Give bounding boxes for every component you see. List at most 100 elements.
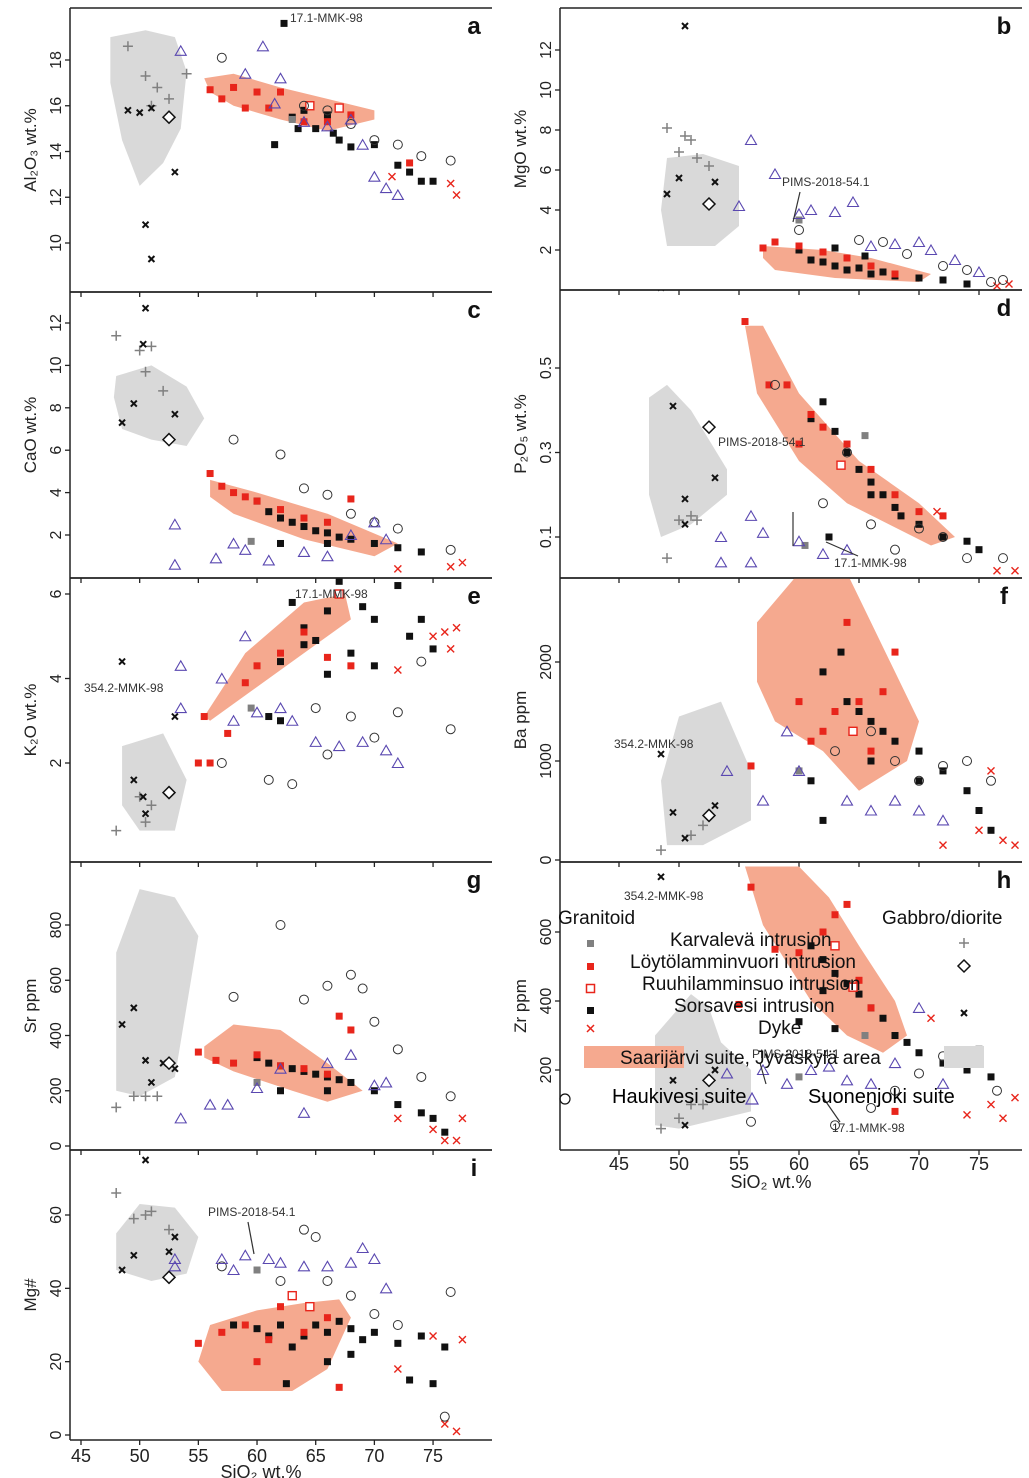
point-g-haukivesi-suite-9 [445, 1091, 456, 1102]
point-g-haukivesi-suite-7 [392, 1044, 403, 1055]
point-f-l-yt-lamminvuori-intrusion-2 [807, 737, 815, 745]
point-e-sorsavesi-intrusion-2 [300, 624, 308, 632]
point-i-sorsavesi-intrusion-14 [429, 1380, 437, 1388]
point-f-suonenjoki-suite-5 [864, 804, 878, 816]
point-e-karvalev-intrusion-0 [247, 704, 255, 712]
point-b-dyke-1 [1005, 280, 1013, 288]
point-i-sorsavesi-intrusion-6 [323, 1328, 331, 1336]
point-d-haukivesi-suite-5 [914, 523, 924, 534]
point-g-haukivesi-suite-6 [369, 1016, 380, 1027]
point-h-sorsavesi-intrusion-14 [819, 987, 827, 995]
point-f-sorsavesi-intrusion-10 [819, 668, 827, 676]
panel-f-plot [656, 578, 1019, 856]
point-g-l-yt-lamminvuori-intrusion-0 [194, 1048, 202, 1056]
point-f-sorsavesi-intrusion-2 [855, 708, 863, 715]
panel-i-xtick-label-2: 55 [188, 1446, 208, 1466]
annotation-h-354: 354.2-MMK-98 [624, 889, 704, 903]
point-e-haukivesi-suite-8 [416, 656, 427, 667]
point-a-sorsavesi-intrusion-0 [280, 19, 288, 27]
point-g-haukivesi-suite-4 [345, 969, 356, 980]
point-h-l-yt-lamminvuori-intrusion-0 [747, 883, 755, 891]
point-i-ruuhilamminsuo-intrusion-0 [287, 1290, 297, 1301]
point-h-sorsavesi-intrusion-6 [879, 1014, 887, 1022]
point-h-haukivesi-suite-3 [890, 1085, 900, 1096]
point-i-sorsavesi-intrusion-8 [347, 1325, 355, 1333]
point-b-l-yt-lamminvuori-intrusion-3 [819, 248, 827, 256]
point-d-sorsavesi-intrusion-2 [843, 449, 851, 456]
point-d-gabbro-diorite-diamond-0 [701, 420, 717, 435]
point-h-dyke-2 [987, 1100, 995, 1109]
point-i-gabbro-diorite-diamond-0 [161, 1270, 177, 1285]
point-i-suonenjoki-suite-3 [227, 1263, 241, 1276]
point-i-sorsavesi-intrusion-13 [417, 1332, 425, 1340]
point-f-suonenjoki-suite-8 [936, 814, 950, 826]
point-d-sorsavesi-intrusion-11 [825, 533, 833, 541]
point-e-sorsavesi-intrusion-13 [429, 645, 437, 653]
point-d-sorsavesi-gabbro-diorite-2 [681, 495, 689, 503]
panel-c-ytick-label-4: 10 [48, 356, 65, 374]
point-i-ruuhilamminsuo-intrusion-1 [305, 1301, 315, 1312]
point-g-haukivesi-suite-5 [357, 983, 368, 994]
point-d-sorsavesi-intrusion-4 [867, 478, 875, 486]
annotation-d-17-1: 17.1-MMK-98 [834, 556, 907, 570]
point-b-sorsavesi-intrusion-0 [795, 246, 803, 254]
point-e-haukivesi-suite-3 [310, 703, 321, 714]
point-h-l-yt-lamminvuori-intrusion-3 [819, 928, 827, 936]
point-f-suonenjoki-suite-7 [912, 804, 926, 816]
point-a-karvalev-intrusion-0 [288, 115, 296, 123]
point-f-suonenjoki-suite-1 [756, 794, 770, 806]
point-i-gabbro-diorite-2 [140, 1210, 151, 1220]
point-e-suonenjoki-suite-2 [215, 672, 229, 684]
point-d-dyke-1 [993, 566, 1001, 575]
panel-g-ylabel: Sr ppm [21, 979, 40, 1034]
point-i-sorsavesi-intrusion-18 [323, 1358, 331, 1366]
point-e-sorsavesi-intrusion-5 [335, 578, 343, 585]
legend-ruuhilamminsuo: Ruuhilamminsuo intrusion [642, 974, 861, 995]
point-c-l-yt-lamminvuori-intrusion-7 [323, 518, 331, 526]
point-g-suonenjoki-suite-9 [379, 1076, 393, 1088]
panel-d-ytick-label-1: 0.3 [538, 441, 555, 463]
point-h-sorsavesi-gabbro-diorite-1 [669, 1076, 677, 1085]
point-h-sorsavesi-intrusion-10 [939, 1059, 947, 1067]
panel-i-ytick-label-2: 40 [48, 1279, 65, 1297]
legend-suonenjoki: Suonenjoki suite [808, 1086, 955, 1108]
point-h-suonenjoki-suite-6 [864, 1077, 878, 1089]
point-i-suonenjoki-suite-2 [215, 1252, 229, 1265]
point-a-sorsavesi-gabbro-diorite-4 [141, 220, 150, 229]
panel-b-letter: b [997, 13, 1012, 40]
point-i-sorsavesi-gabbro-diorite-4 [171, 1233, 179, 1241]
point-h-l-yt-lamminvuori-intrusion-2 [795, 949, 803, 957]
point-i-l-yt-lamminvuori-intrusion-4 [265, 1336, 273, 1344]
point-i-haukivesi-suite-0 [216, 1261, 227, 1272]
panel-c-plot [111, 304, 467, 573]
panel-e: 2 4 6 K₂O wt.% e [21, 565, 492, 867]
point-a-sorsavesi-intrusion-13 [294, 125, 302, 133]
jyvaskyla-field-e [122, 733, 187, 831]
point-b-haukivesi-suite-1 [854, 235, 864, 245]
point-c-sorsavesi-gabbro-diorite-0 [141, 304, 150, 312]
point-f-l-yt-lamminvuori-intrusion-8 [891, 648, 899, 656]
point-i-sorsavesi-intrusion-0 [253, 1325, 261, 1333]
point-a-haukivesi-suite-2 [322, 105, 333, 116]
panel-d-ytick-label-2: 0.5 [538, 357, 555, 379]
point-h-dyke-0 [927, 1014, 935, 1023]
point-d-sorsavesi-intrusion-13 [867, 491, 875, 499]
legend-gabbro-marker [959, 938, 969, 948]
point-e-l-yt-lamminvuori-intrusion-5 [265, 565, 272, 572]
legend-symbols: Saarijärvi suite, Jyväskylä area [559, 938, 984, 1105]
point-c-suonenjoki-suite-2 [209, 552, 223, 564]
point-g-sorsavesi-intrusion-8 [347, 1078, 355, 1086]
point-b-suonenjoki-suite-9 [924, 243, 938, 256]
point-d-l-yt-lamminvuori-intrusion-10 [795, 440, 803, 448]
point-e-suonenjoki-suite-1 [174, 701, 188, 714]
point-g-suonenjoki-suite-7 [344, 1048, 358, 1060]
point-e-sorsavesi-intrusion-3 [312, 636, 320, 644]
panel-g: 0 200 400 600 800 Sr ppm g [21, 861, 492, 1155]
point-i-sorsavesi-intrusion-12 [406, 1376, 414, 1384]
point-a-sorsavesi-intrusion-3 [312, 125, 320, 133]
point-f-haukivesi-suite-1 [866, 726, 876, 737]
point-h-l-yt-lamminvuori-intrusion-6 [855, 976, 863, 984]
panel-e-plot [111, 565, 461, 836]
point-a-suonenjoki-suite-7 [344, 113, 358, 125]
point-a-l-yt-lamminvuori-intrusion-0 [206, 86, 214, 94]
